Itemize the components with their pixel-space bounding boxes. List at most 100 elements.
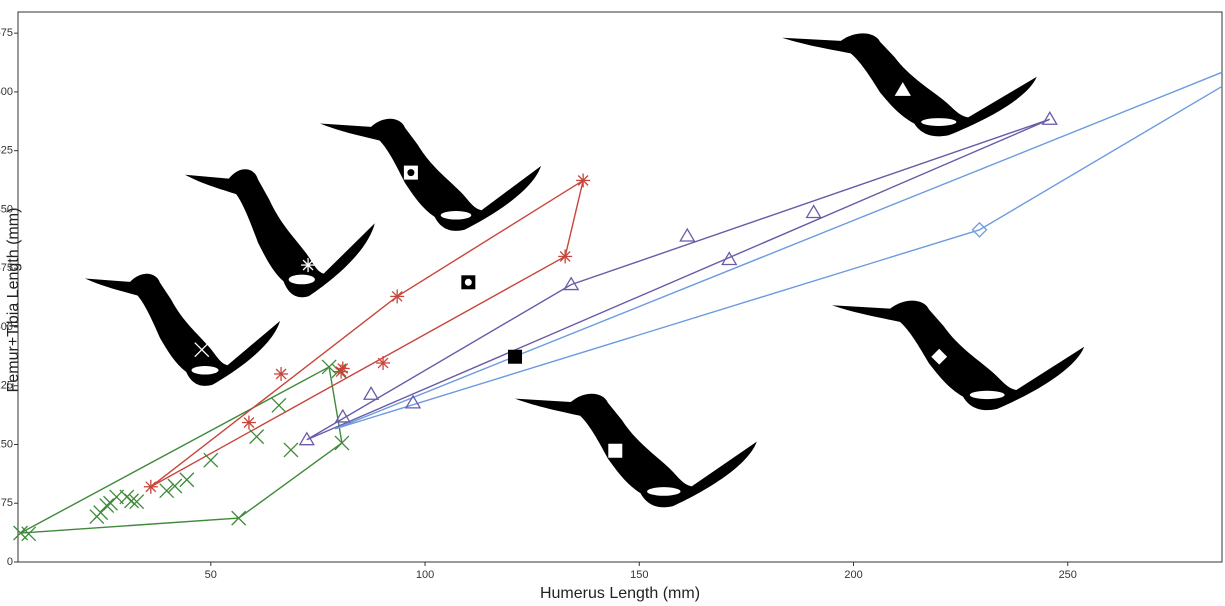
stroke — [13, 525, 29, 541]
marker-asterisk — [143, 479, 158, 494]
marker-x — [21, 526, 37, 542]
marker-square-dot — [403, 165, 418, 180]
stroke — [283, 442, 299, 458]
stroke — [559, 251, 571, 262]
y-tick-label: 0 — [7, 556, 13, 568]
marker-asterisk — [390, 289, 405, 304]
y-tick-label: 600 — [0, 86, 13, 98]
marker-diamond — [931, 348, 948, 365]
series-line — [150, 178, 585, 488]
stroke — [377, 357, 389, 369]
x-tick-label: 50 — [205, 569, 217, 581]
y-tick-label: 225 — [0, 380, 13, 392]
shape — [971, 221, 988, 238]
stroke — [243, 417, 255, 428]
silhouette — [515, 393, 757, 508]
stroke — [231, 510, 247, 526]
marker-asterisk — [335, 361, 350, 376]
marker-triangle — [563, 276, 580, 291]
marker-asterisk — [301, 258, 316, 273]
marker-x — [321, 359, 337, 375]
plot-frame — [17, 11, 1223, 563]
y-tick-label: 300 — [0, 321, 13, 333]
stroke — [577, 175, 589, 186]
marker-diamond — [971, 221, 988, 238]
stroke — [159, 483, 175, 499]
stroke — [179, 472, 195, 488]
x-axis-label: Humerus Length (mm) — [540, 585, 700, 602]
stroke — [249, 429, 265, 445]
shape — [679, 227, 696, 242]
x-tick-label: 200 — [844, 569, 862, 581]
shape — [721, 251, 738, 266]
marker-x — [271, 397, 287, 413]
stroke — [321, 359, 337, 375]
stroke — [99, 498, 115, 514]
stroke — [21, 526, 37, 542]
shape — [931, 348, 948, 365]
stroke — [194, 342, 210, 358]
marker-triangle — [298, 431, 315, 446]
marker-x — [159, 483, 175, 499]
shape — [508, 349, 523, 364]
marker-x — [334, 435, 350, 451]
y-tick-label: 375 — [0, 262, 13, 274]
stroke — [275, 368, 287, 380]
marker-x — [231, 510, 247, 526]
stroke — [331, 363, 347, 379]
shape — [805, 204, 822, 219]
stroke — [391, 290, 403, 302]
shape — [362, 386, 380, 400]
dot — [407, 169, 415, 177]
marker-x — [331, 363, 347, 379]
marker-x — [99, 498, 115, 514]
marker-triangle — [362, 386, 380, 400]
shape — [608, 443, 623, 458]
marker-asterisk — [558, 249, 573, 264]
marker-triangle — [721, 251, 738, 266]
silhouette — [782, 33, 1037, 137]
marker-square — [608, 443, 623, 458]
silhouette — [320, 118, 541, 231]
shape — [334, 408, 351, 423]
stroke — [129, 494, 145, 510]
marker-asterisk — [376, 355, 391, 370]
x-tick-label: 150 — [630, 569, 648, 581]
silhouette — [185, 169, 375, 298]
stroke — [337, 363, 349, 374]
series-line — [334, 71, 1223, 430]
marker-asterisk — [576, 173, 591, 188]
marker-x — [179, 472, 195, 488]
shape — [404, 394, 422, 409]
y-tick-label: 150 — [0, 438, 13, 450]
marker-x — [109, 489, 125, 505]
y-tick-label: 525 — [0, 145, 13, 157]
marker-x — [124, 493, 140, 509]
shape — [563, 276, 580, 291]
marker-square-dot — [461, 275, 476, 290]
marker-x — [194, 342, 210, 358]
y-tick-label: 675 — [0, 27, 13, 39]
marker-asterisk — [274, 366, 289, 381]
y-axis-label: Femur+Tibia Length (mm) — [5, 208, 22, 393]
stroke — [109, 489, 125, 505]
x-tick-label: 250 — [1059, 569, 1077, 581]
x-tick-label: 100 — [416, 569, 434, 581]
marker-asterisk — [241, 415, 256, 430]
marker-x — [129, 494, 145, 510]
marker-triangle — [894, 82, 911, 96]
series-line — [306, 118, 1051, 441]
marker-x — [167, 478, 183, 494]
marker-triangle — [404, 394, 422, 409]
marker-triangle — [805, 204, 822, 219]
marker-x — [249, 429, 265, 445]
marker-triangle — [679, 227, 696, 242]
marker-x — [203, 452, 219, 468]
silhouette — [832, 300, 1085, 411]
silhouette — [85, 273, 280, 386]
stroke — [124, 493, 140, 509]
marker-triangle — [334, 408, 351, 423]
stroke — [167, 478, 183, 494]
stroke — [145, 481, 157, 493]
